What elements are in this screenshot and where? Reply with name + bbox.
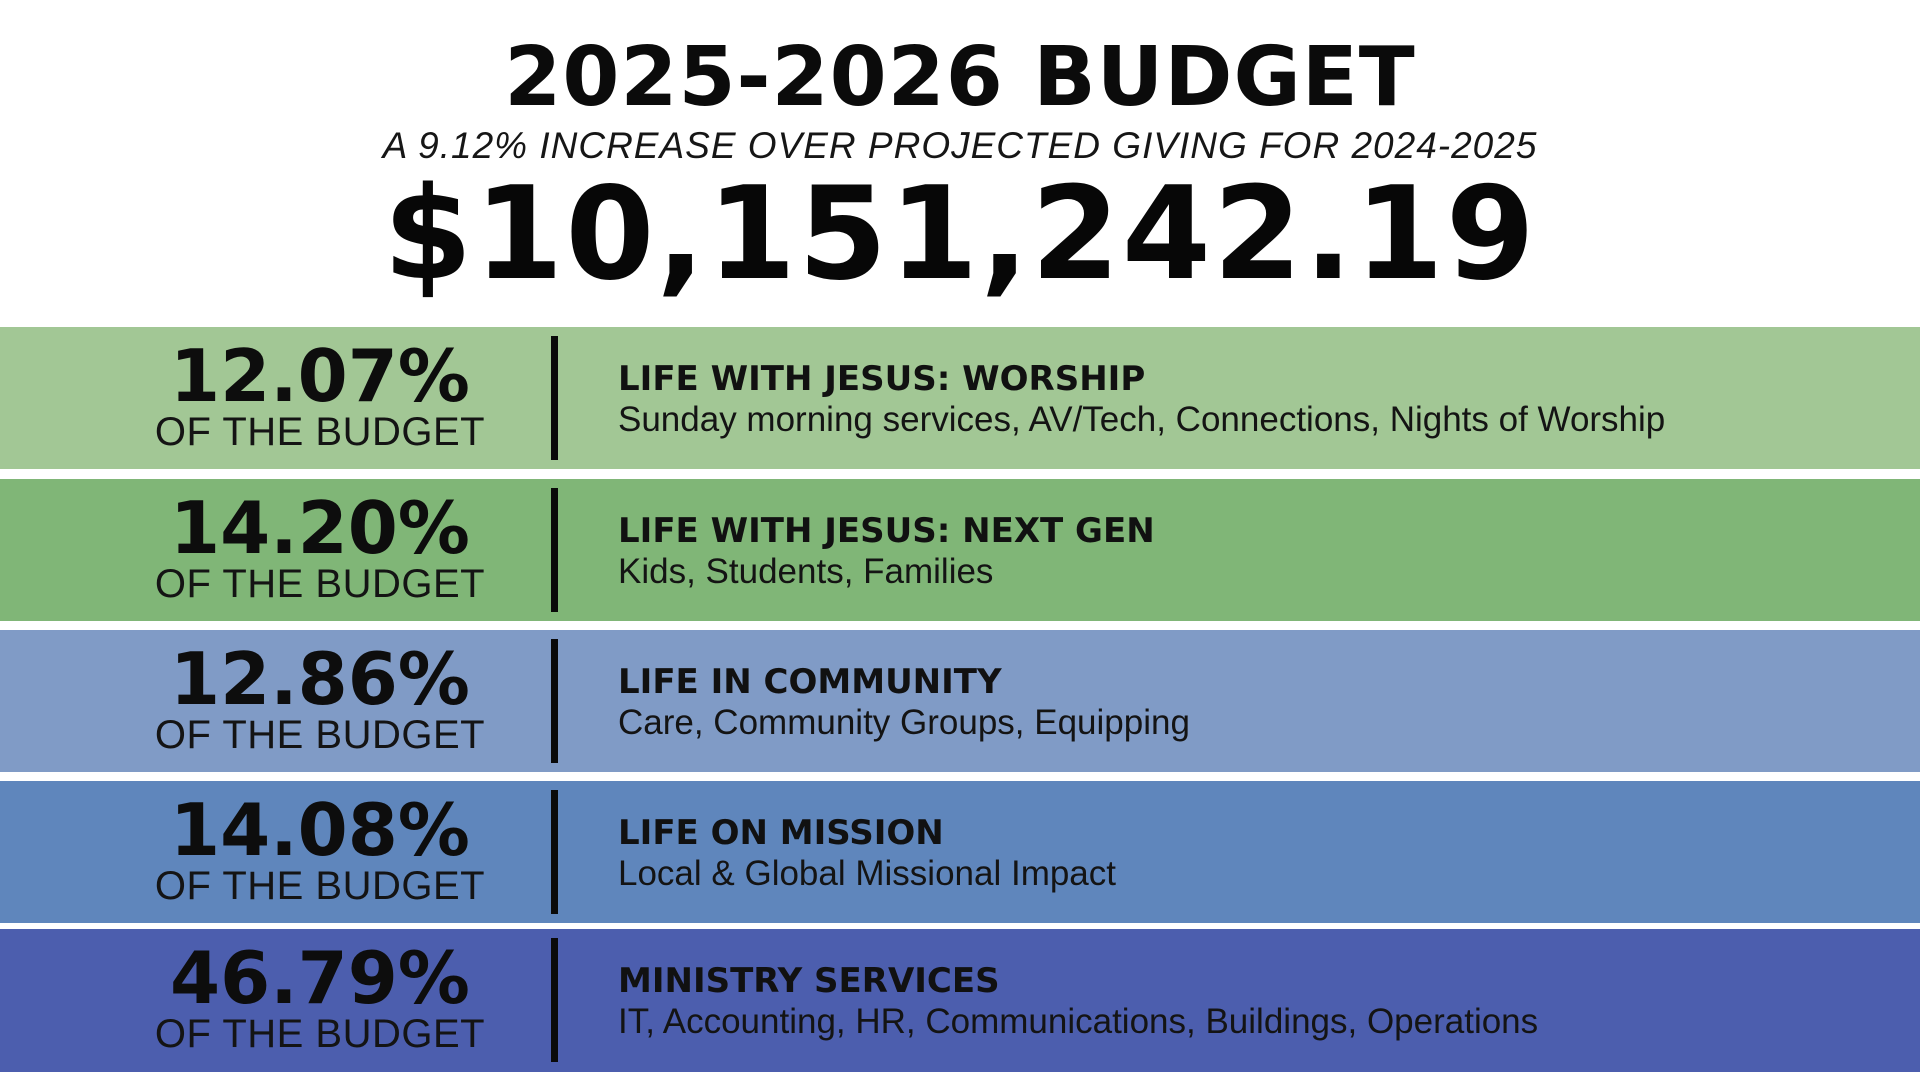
percent-block: 46.79% OF THE BUDGET: [60, 929, 580, 1072]
percent-label: OF THE BUDGET: [154, 410, 486, 454]
divider-line: [551, 336, 558, 460]
percent-value: 12.07%: [170, 334, 470, 418]
budget-row-ministry-services: 46.79% OF THE BUDGET MINISTRY SERVICES I…: [0, 929, 1920, 1072]
percent-value: 46.79%: [170, 936, 470, 1020]
divider-line: [551, 488, 558, 612]
category-description: IT, Accounting, HR, Communications, Buil…: [618, 1002, 1539, 1041]
category-description: Care, Community Groups, Equipping: [618, 703, 1190, 742]
percent-label: OF THE BUDGET: [154, 1012, 486, 1056]
percent-block: 14.20% OF THE BUDGET: [60, 479, 580, 621]
category-description: Local & Global Missional Impact: [618, 854, 1116, 893]
divider-line: [551, 639, 558, 763]
percent-label: OF THE BUDGET: [154, 562, 486, 606]
percent-block: 14.08% OF THE BUDGET: [60, 781, 580, 923]
category-block: LIFE IN COMMUNITY Care, Community Groups…: [618, 630, 1898, 772]
category-description: Kids, Students, Families: [618, 552, 994, 591]
category-name: LIFE WITH JESUS: WORSHIP: [618, 359, 1146, 399]
divider-line: [551, 790, 558, 914]
category-block: MINISTRY SERVICES IT, Accounting, HR, Co…: [618, 929, 1898, 1072]
header: 2025-2026 BUDGET A 9.12% INCREASE OVER P…: [0, 0, 1920, 326]
budget-row-next-gen: 14.20% OF THE BUDGET LIFE WITH JESUS: NE…: [0, 479, 1920, 621]
budget-total: $10,151,242.19: [383, 160, 1537, 309]
percent-block: 12.07% OF THE BUDGET: [60, 327, 580, 469]
budget-row-mission: 14.08% OF THE BUDGET LIFE ON MISSION Loc…: [0, 781, 1920, 923]
percent-value: 14.20%: [170, 486, 470, 570]
percent-label: OF THE BUDGET: [154, 864, 486, 908]
category-description: Sunday morning services, AV/Tech, Connec…: [618, 400, 1666, 439]
budget-row-worship: 12.07% OF THE BUDGET LIFE WITH JESUS: WO…: [0, 327, 1920, 469]
page-title: 2025-2026 BUDGET: [504, 30, 1416, 125]
category-name: LIFE WITH JESUS: NEXT GEN: [618, 511, 1155, 551]
category-name: MINISTRY SERVICES: [618, 961, 1000, 1001]
category-block: LIFE WITH JESUS: NEXT GEN Kids, Students…: [618, 479, 1898, 621]
page-subtitle: A 9.12% INCREASE OVER PROJECTED GIVING F…: [382, 125, 1538, 166]
category-name: LIFE ON MISSION: [618, 813, 944, 853]
percent-value: 14.08%: [170, 788, 470, 872]
percent-block: 12.86% OF THE BUDGET: [60, 630, 580, 772]
category-name: LIFE IN COMMUNITY: [618, 662, 1002, 702]
category-block: LIFE WITH JESUS: WORSHIP Sunday morning …: [618, 327, 1898, 469]
category-block: LIFE ON MISSION Local & Global Missional…: [618, 781, 1898, 923]
divider-line: [551, 938, 558, 1062]
percent-value: 12.86%: [170, 637, 470, 721]
percent-label: OF THE BUDGET: [154, 713, 486, 757]
budget-row-community: 12.86% OF THE BUDGET LIFE IN COMMUNITY C…: [0, 630, 1920, 772]
